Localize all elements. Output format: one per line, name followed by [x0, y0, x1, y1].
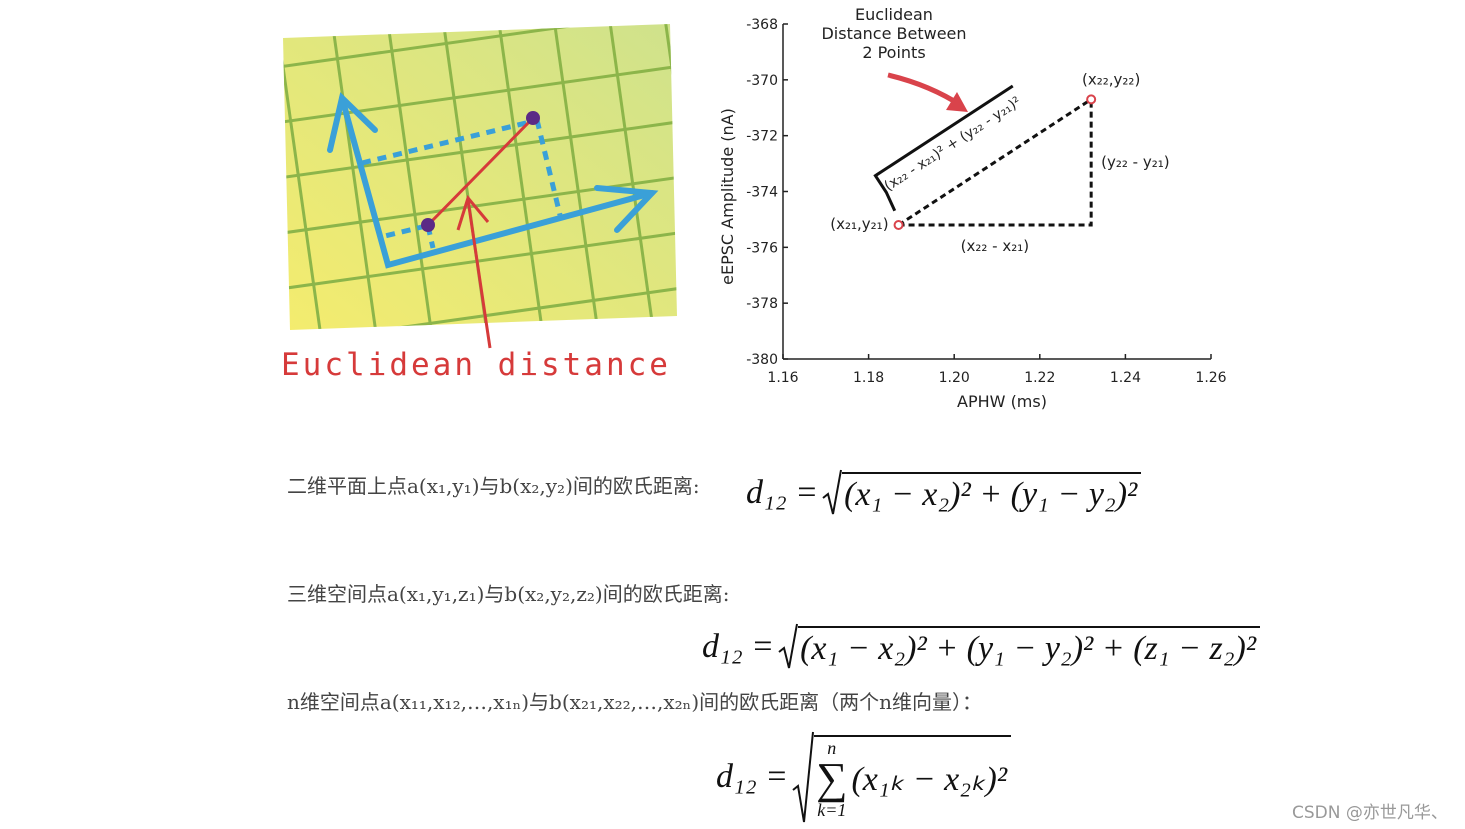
- dashed-legs: [898, 99, 1093, 227]
- formula: d₁₂ = (x₁ − x₂)² + (y₁ − y₂)² + (z₁ − z₂…: [702, 622, 1261, 672]
- data-point: [893, 220, 904, 230]
- sum-lower: k=1: [817, 800, 847, 820]
- y-axis-label: eEPSC Amplitude (nA): [718, 108, 737, 285]
- illustration: Euclidean distance: [281, 24, 677, 383]
- x-tick-label: 1.24: [1110, 370, 1141, 386]
- formula-description: n维空间点a(x₁₁,x₁₂,…,x₁ₙ)与b(x₂₁,x₂₂,…,x₂ₙ)间的…: [287, 690, 982, 714]
- radical: [792, 731, 815, 823]
- y-tick-label: -372: [746, 129, 778, 145]
- y-tick-label: -378: [746, 296, 778, 312]
- formula-description: 三维空间点a(x₁,y₁,z₁)与b(x₂,y₂,z₂)间的欧氏距离:: [287, 582, 730, 606]
- y-tick-label: -380: [746, 352, 778, 368]
- radical-bracket: [873, 84, 1014, 212]
- formula: d₁₂ = n ∑ k=1 (x₁ₖ − x₂ₖ)²: [716, 730, 1012, 824]
- point: [526, 111, 540, 125]
- point-label: (x₂₂,y₂₂): [1082, 70, 1140, 88]
- pointer-arrow: [456, 194, 492, 349]
- x-tick-label: 1.18: [853, 370, 884, 386]
- pointer-arrow: [887, 72, 964, 109]
- formula-radicand: (x₁ − x₂)² + (y₁ − y₂)²: [842, 472, 1142, 514]
- sum-symbol: ∑: [816, 754, 848, 803]
- x-tick-label: 1.22: [1024, 370, 1055, 386]
- dy-label: (y₂₂ - y₂₁): [1101, 153, 1169, 171]
- data-point: [1086, 94, 1097, 105]
- annotation: 2 Points: [862, 43, 925, 62]
- y-tick-label: -374: [746, 185, 778, 201]
- grid-paper: [283, 24, 677, 330]
- sum-upper: n: [827, 738, 837, 758]
- illustration-label: Euclidean distance: [281, 347, 671, 383]
- formula-lhs: d₁₂ =: [702, 628, 775, 665]
- formula-radicand: (x₁ₖ − x₂ₖ)²: [851, 761, 1008, 798]
- radical: [822, 469, 843, 515]
- summation: n ∑ k=1: [816, 739, 847, 819]
- point-label: (x₂₁,y₂₁): [830, 215, 888, 233]
- x-tick-label: 1.26: [1195, 370, 1226, 386]
- formula-lhs: d₁₂ =: [746, 474, 819, 511]
- axes-arrows: [327, 92, 659, 269]
- y-tick-label: -370: [746, 73, 778, 89]
- annotation: Distance Between: [821, 24, 966, 43]
- radical: [778, 623, 799, 669]
- distance-line: [426, 116, 535, 227]
- x-tick-label: 1.16: [767, 370, 798, 386]
- dashed-hypotenuse: [897, 98, 1092, 227]
- formula-lhs: d₁₂ =: [716, 758, 789, 795]
- pointer-arrowhead: [946, 92, 968, 112]
- formula: d₁₂ = (x₁ − x₂)² + (y₁ − y₂)²: [746, 468, 1142, 518]
- y-tick-label: -368: [746, 17, 778, 33]
- watermark: CSDN @亦世凡华、: [1292, 803, 1448, 823]
- dx-label: (x₂₂ - x₂₁): [961, 237, 1029, 255]
- formula-radicand: (x₁ − x₂)² + (y₁ − y₂)² + (z₁ − z₂)²: [798, 626, 1261, 668]
- point: [421, 218, 435, 232]
- annotation: Euclidean: [855, 5, 933, 24]
- chart: -368 -370 -372 -374 -376 -378 -380 1.16 1.18 1.20…: [718, 5, 1227, 411]
- x-axis-label: APHW (ms): [957, 392, 1047, 411]
- formula-description: 二维平面上点a(x₁,y₁)与b(x₂,y₂)间的欧氏距离:: [287, 474, 700, 498]
- y-tick-label: -376: [746, 240, 778, 256]
- formula-radicand-group: n ∑ k=1 (x₁ₖ − x₂ₖ)²: [814, 735, 1012, 819]
- x-tick-label: 1.20: [939, 370, 970, 386]
